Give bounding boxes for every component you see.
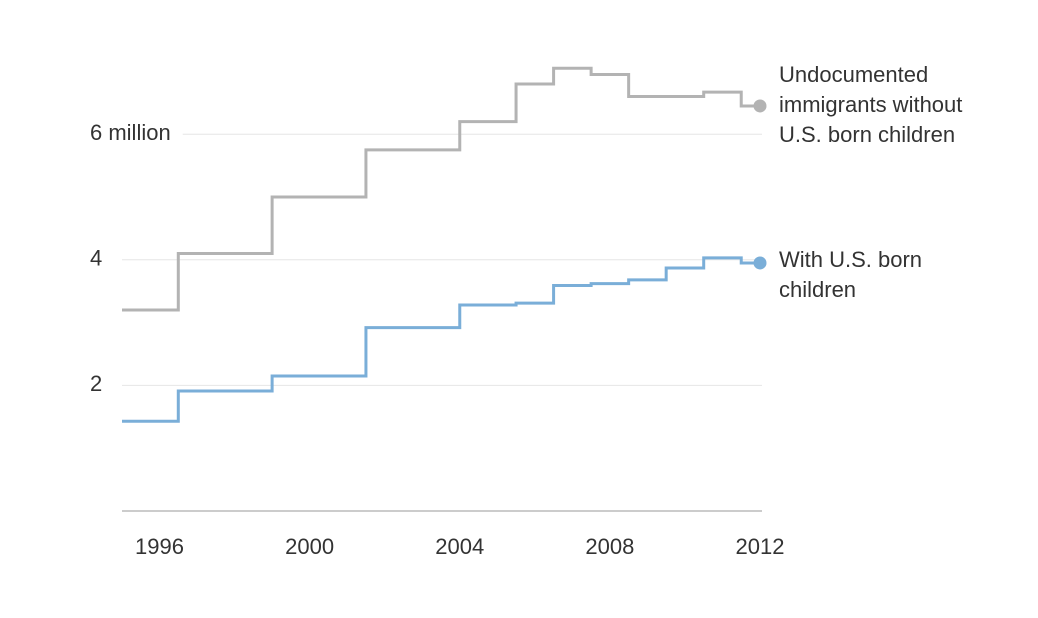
step-line [122, 256, 760, 423]
x-tick-label: 2012 [736, 534, 785, 559]
x-tick-label: 1996 [135, 534, 184, 559]
x-tick-label: 2000 [285, 534, 334, 559]
series-label: With U.S. born children [779, 246, 923, 302]
series-label: Undocumented immigrants without U.S. bor… [779, 61, 963, 147]
step-line [122, 66, 760, 312]
y-tick-label: 6 million [90, 120, 171, 145]
end-dot [753, 256, 767, 270]
y-tick-label: 4 [90, 246, 102, 271]
x-tick-label: 2008 [585, 534, 634, 559]
end-dot [753, 99, 767, 113]
y-tick-label: 2 [90, 371, 102, 396]
x-tick-label: 2004 [435, 534, 484, 559]
